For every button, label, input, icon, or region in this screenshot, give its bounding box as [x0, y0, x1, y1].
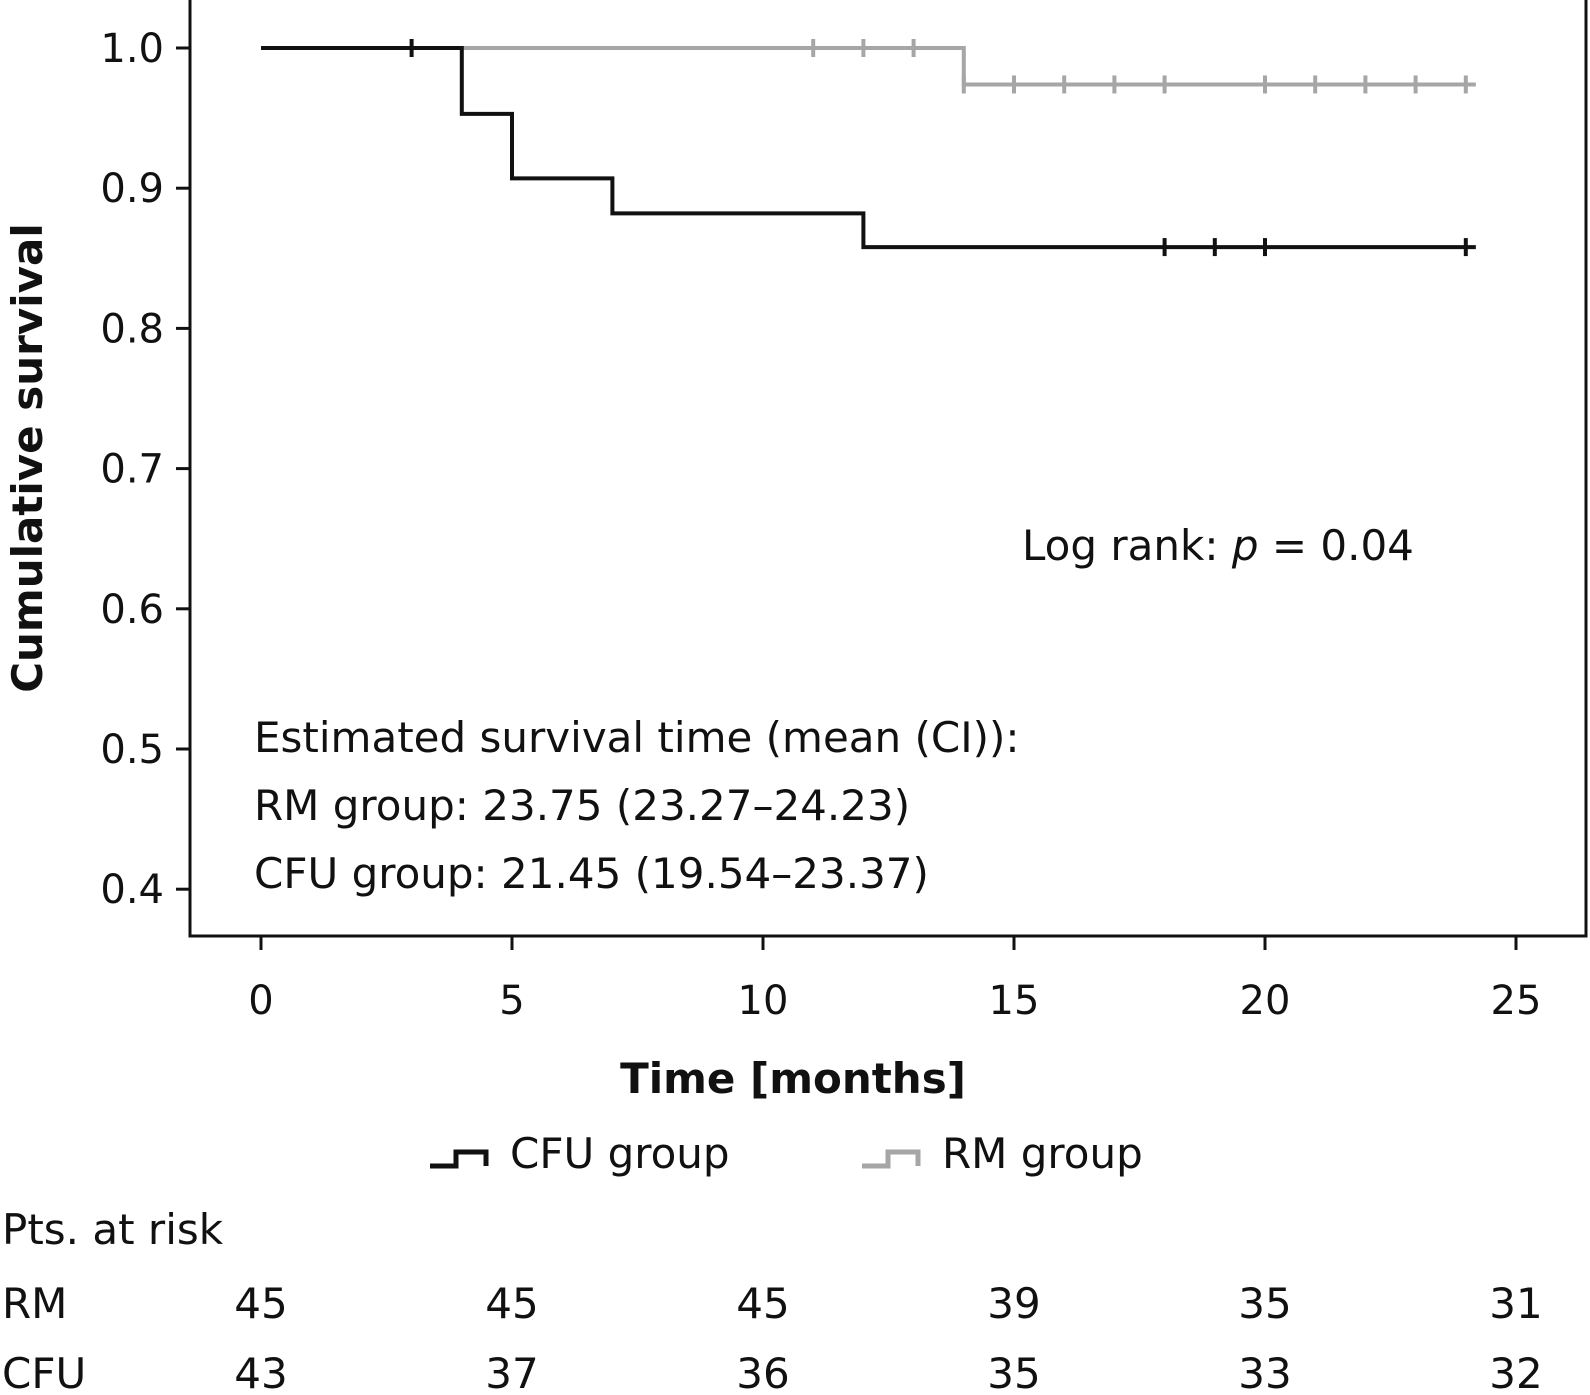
- risk-cell: 45: [736, 1279, 789, 1328]
- risk-cell: 45: [485, 1279, 538, 1328]
- y-tick-label: 0.6: [100, 587, 164, 633]
- x-axis-title: Time [months]: [620, 1054, 966, 1103]
- risk-cell: 45: [234, 1279, 287, 1328]
- risk-cell: 43: [234, 1349, 287, 1395]
- x-tick-label: 15: [989, 978, 1040, 1024]
- series-layer: [261, 39, 1476, 257]
- x-tick-label: 0: [248, 978, 273, 1024]
- x-axis: 0 5 10 15 20 25: [248, 936, 1541, 1024]
- risk-cell: 32: [1489, 1349, 1542, 1395]
- y-axis: 0.4 0.5 0.6 0.7 0.8 0.9 1.0: [100, 26, 190, 913]
- plot-frame: [188, 0, 1588, 938]
- y-tick-label: 0.8: [100, 306, 164, 352]
- x-tick-label: 25: [1491, 978, 1542, 1024]
- y-tick-label: 0.4: [100, 867, 164, 913]
- risk-table-title: Pts. at risk: [2, 1205, 224, 1254]
- risk-row-label: RM: [2, 1279, 67, 1328]
- legend: CFU group RM group: [430, 1129, 1143, 1178]
- estimate-rm: RM group: 23.75 (23.27–24.23): [254, 781, 910, 830]
- risk-cell: 35: [1238, 1279, 1291, 1328]
- rm-group-legend-swatch: [862, 1149, 921, 1169]
- rm-group-legend-label: RM group: [942, 1129, 1143, 1178]
- logrank-annotation: Log rank: p = 0.04: [1022, 521, 1414, 570]
- x-tick-label: 5: [499, 978, 524, 1024]
- y-tick-label: 0.9: [100, 166, 164, 212]
- risk-cell: 35: [987, 1349, 1040, 1395]
- x-tick-label: 10: [738, 978, 789, 1024]
- y-tick-label: 0.7: [100, 447, 164, 493]
- risk-table: Pts. at risk RM 45 45 45 39 35 31 CFU 43 37 36 35 33 3…: [2, 1205, 1543, 1395]
- risk-cell: 31: [1489, 1279, 1542, 1328]
- rm-group-curve: [261, 46, 1476, 87]
- risk-row-label: CFU: [2, 1349, 86, 1395]
- y-axis-title: Cumulative survival: [3, 223, 52, 693]
- estimate-title: Estimated survival time (mean (CI)):: [254, 713, 1020, 762]
- cfu-group-legend-swatch: [430, 1149, 489, 1169]
- cfu-group-curve: [261, 46, 1476, 250]
- risk-cell: 37: [485, 1349, 538, 1395]
- cfu-group-legend-label: CFU group: [510, 1129, 730, 1178]
- y-tick-label: 0.5: [100, 727, 164, 773]
- x-tick-label: 20: [1240, 978, 1291, 1024]
- risk-cell: 33: [1238, 1349, 1291, 1395]
- y-tick-label: 1.0: [100, 26, 164, 72]
- risk-cell: 36: [736, 1349, 789, 1395]
- risk-cell: 39: [987, 1279, 1040, 1328]
- estimate-cfu: CFU group: 21.45 (19.54–23.37): [254, 849, 929, 898]
